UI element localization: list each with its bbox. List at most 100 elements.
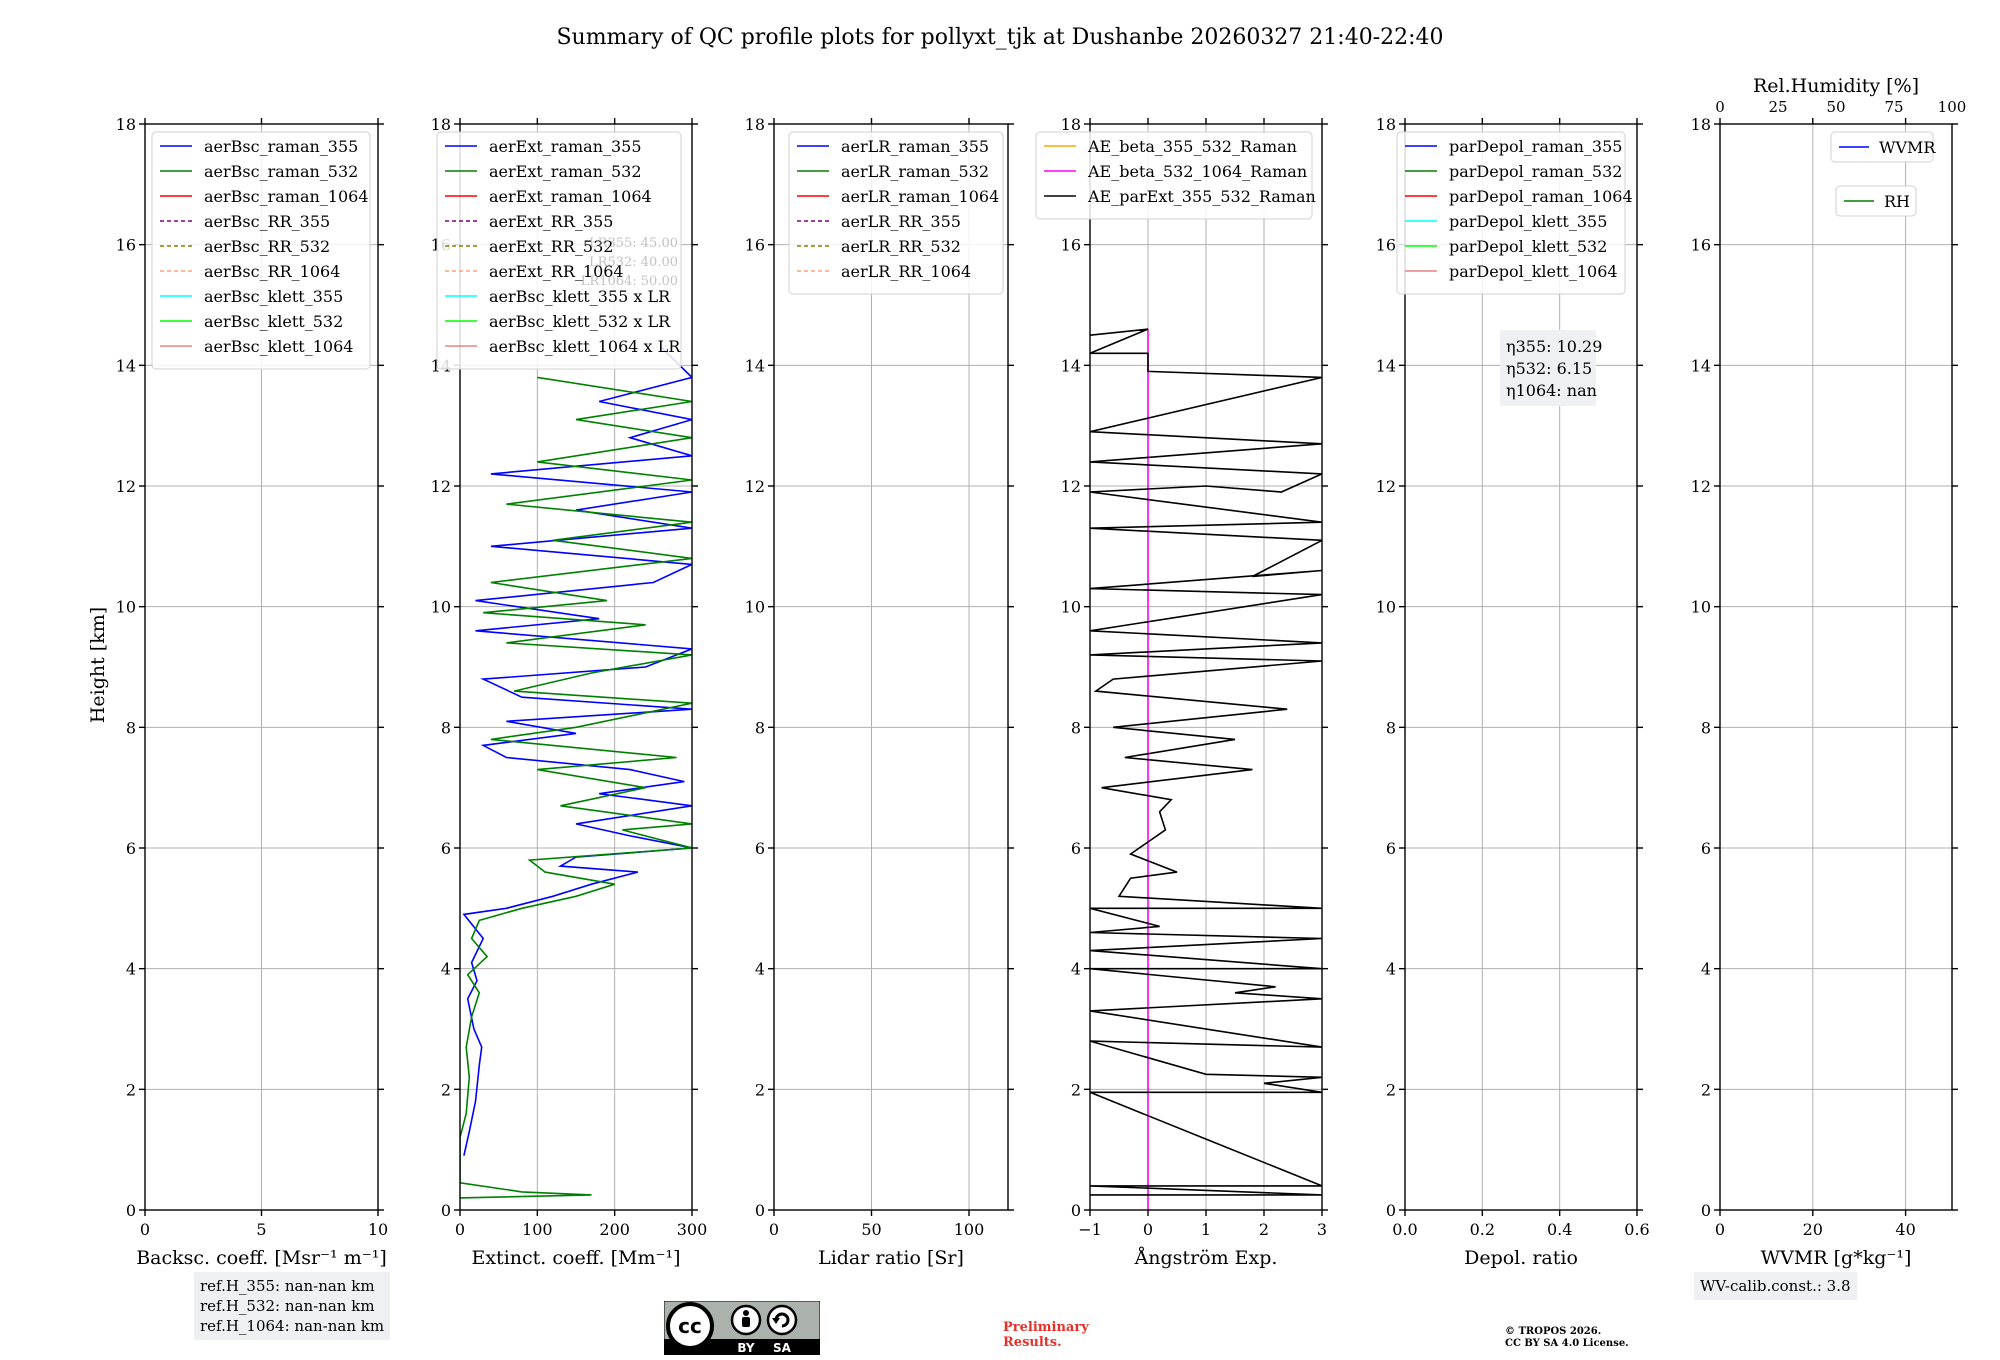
x2-axis-label: Rel.Humidity [%] [1753, 75, 1919, 97]
ref-height-532: ref.H_532: nan-nan km [200, 1297, 375, 1315]
y-tick-label: 14 [1376, 356, 1396, 375]
cc-icon [666, 1302, 714, 1350]
y-tick-label: 2 [441, 1080, 451, 1099]
y-tick-label: 0 [1386, 1201, 1396, 1220]
preliminary-line-2: Results. [1003, 1335, 1062, 1350]
legend-box [1396, 131, 1626, 295]
legend-label: aerBsc_klett_532 [204, 312, 343, 331]
y-tick-label: 12 [745, 477, 765, 496]
x-tick-label: 0.2 [1470, 1220, 1495, 1239]
legend: parDepol_raman_355 parDepol_raman_532 parD… [1396, 131, 1633, 295]
legend-label: aerLR_raman_1064 [841, 187, 999, 206]
y-tick-label: 2 [126, 1080, 136, 1099]
legend-label: aerLR_raman_532 [841, 162, 989, 181]
x-tick-label: 50 [861, 1220, 881, 1239]
y-tick-label: 18 [431, 115, 451, 134]
y-tick-label: 8 [1071, 718, 1081, 737]
x-tick-label: 0 [1143, 1220, 1153, 1239]
x-tick-label: 0 [1715, 1220, 1725, 1239]
y-tick-label: 0 [1701, 1201, 1711, 1220]
legend-label: aerExt_RR_1064 [489, 262, 624, 281]
x2-tick-label: 25 [1768, 98, 1787, 116]
y-tick-label: 8 [126, 718, 136, 737]
y-tick-label: 14 [1691, 356, 1711, 375]
x-tick-label: 100 [954, 1220, 985, 1239]
y-tick-label: 18 [1376, 115, 1396, 134]
eta-line: η355: 10.29 [1506, 337, 1602, 356]
y-tick-label: 8 [755, 718, 765, 737]
legend: aerLR_raman_355 aerLR_raman_532 aerLR_rama… [788, 131, 1004, 295]
copyright-note: © TROPOS 2026. CC BY SA 4.0 License. [1505, 1326, 1629, 1350]
x-tick-label: 0 [769, 1220, 779, 1239]
y-tick-label: 6 [126, 839, 136, 858]
axes-frame [773, 123, 1009, 1211]
legend-label: parDepol_raman_532 [1449, 162, 1622, 181]
y-tick-label: 2 [1071, 1080, 1081, 1099]
figure-title: Summary of QC profile plots for pollyxt_… [556, 25, 1443, 50]
ref-height-355: ref.H_355: nan-nan km [200, 1277, 375, 1295]
y-tick-label: 10 [745, 598, 765, 617]
x2-tick-label: 100 [1938, 98, 1967, 116]
y-tick-label: 18 [116, 115, 136, 134]
eta-line: η532: 6.15 [1506, 359, 1592, 378]
sa-share-icon [766, 1304, 798, 1336]
cc-icon-text: cc [678, 1314, 702, 1338]
x-tick-label: 100 [522, 1220, 553, 1239]
y-tick-label: 16 [116, 236, 136, 255]
legend: WVMR [1830, 131, 1936, 163]
panel-extinction: 0246810121416180100200300Extinct. coeff.… [431, 115, 708, 1269]
y-tick-label: 14 [116, 356, 136, 375]
y-tick-label: 16 [1691, 236, 1711, 255]
lr-annotation: LR355: 45.00 [589, 236, 678, 251]
x-tick-label: 3 [1317, 1220, 1327, 1239]
y-tick-label: 14 [1061, 356, 1081, 375]
x-axis-label: Ångström Exp. [1134, 1247, 1278, 1269]
y-axis-label: Height [km] [87, 607, 109, 723]
eta-box: η355: 10.29 η532: 6.15 η1064: nan [1500, 330, 1602, 406]
legend-label: AE_parExt_355_532_Raman [1087, 187, 1316, 206]
y-tick-label: 12 [1061, 477, 1081, 496]
y-tick-label: 8 [441, 718, 451, 737]
legend-label: aerExt_raman_1064 [489, 187, 652, 206]
x-axis-label: Extinct. coeff. [Mm⁻¹] [471, 1247, 680, 1269]
y-tick-label: 18 [1691, 115, 1711, 134]
legend-label: aerLR_raman_355 [841, 137, 989, 156]
legend: AE_beta_355_532_Raman AE_beta_532_1064_Ra… [1035, 131, 1316, 220]
x-tick-label: 200 [599, 1220, 630, 1239]
x-tick-label: 2 [1259, 1220, 1269, 1239]
y-tick-label: 6 [1386, 839, 1396, 858]
legend: aerBsc_raman_355 aerBsc_raman_532 aerBsc_r… [151, 131, 371, 370]
sa-label: SA [773, 1341, 792, 1355]
copyright-line-2: CC BY SA 4.0 License. [1505, 1338, 1629, 1349]
y-tick-label: 6 [1071, 839, 1081, 858]
y-tick-label: 2 [1386, 1080, 1396, 1099]
y-tick-label: 4 [126, 960, 136, 979]
x-tick-label: 5 [256, 1220, 266, 1239]
ref-height-1064: ref.H_1064: nan-nan km [200, 1317, 385, 1335]
legend-label: aerBsc_klett_1064 x LR [489, 337, 681, 356]
legend-box [151, 131, 371, 370]
legend-label: aerBsc_RR_1064 [204, 262, 340, 281]
legend: aerExt_raman_355 aerExt_raman_532 aerExt_r… [436, 131, 682, 370]
y-tick-label: 4 [1701, 960, 1711, 979]
y-tick-label: 4 [441, 960, 451, 979]
y-tick-label: 8 [1386, 718, 1396, 737]
y-tick-label: 6 [1701, 839, 1711, 858]
legend-label: AE_beta_532_1064_Raman [1087, 162, 1307, 181]
legend-label: parDepol_klett_1064 [1449, 262, 1618, 281]
axes-frame [1719, 123, 1953, 1211]
legend-label: aerBsc_raman_355 [204, 137, 358, 156]
x-tick-label: 0.4 [1547, 1220, 1572, 1239]
legend-label: parDepol_raman_1064 [1449, 187, 1633, 206]
legend-label: RH [1884, 192, 1910, 211]
y-tick-label: 4 [1386, 960, 1396, 979]
x-tick-label: 300 [677, 1220, 708, 1239]
legend-label: aerExt_raman_355 [489, 137, 642, 156]
x-tick-label: 0 [140, 1220, 150, 1239]
y-tick-label: 0 [441, 1201, 451, 1220]
y-tick-label: 16 [745, 236, 765, 255]
legend-label: aerExt_RR_355 [489, 212, 613, 231]
cc-license-badge: cc BY SA [664, 1301, 820, 1355]
